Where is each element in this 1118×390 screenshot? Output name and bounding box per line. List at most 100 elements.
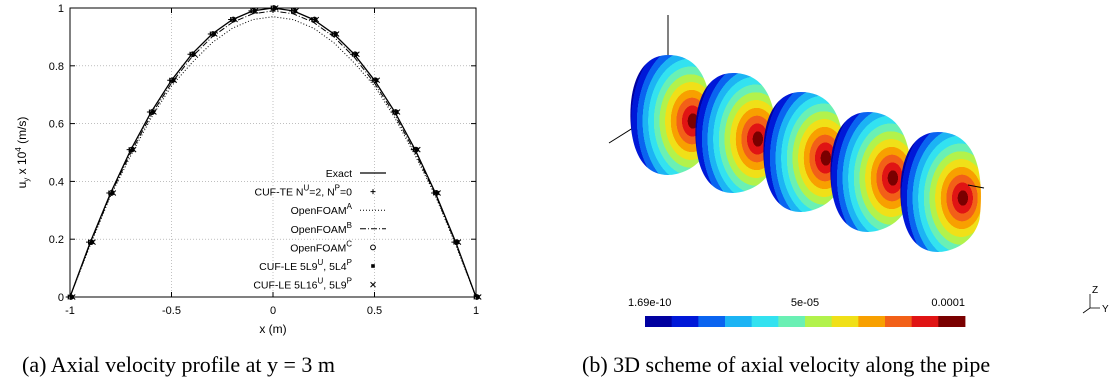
colorbar-segment: [698, 316, 726, 327]
point-cross: [374, 77, 381, 84]
legend-label: OpenFOAMB: [291, 221, 352, 236]
point-square: [476, 295, 480, 299]
y-tick-label: 0: [58, 292, 64, 304]
point-cross: [90, 239, 96, 245]
point-square: [130, 147, 135, 152]
triad-z-label: Z: [1092, 285, 1098, 296]
x-tick-label: -0.5: [162, 305, 181, 317]
legend-label: OpenFOAMC: [290, 239, 352, 254]
y-tick-label: 0.4: [49, 176, 64, 188]
x-tick-label: 0: [270, 305, 276, 317]
y-axis-label-part: 4: [14, 147, 23, 152]
text-part: , 5L4: [323, 261, 347, 273]
legend-sample-plus: [370, 189, 376, 195]
point-cross: [252, 8, 259, 14]
point-square: [212, 32, 216, 36]
series-line-2: [69, 16, 477, 298]
triad-y-label: Y: [1102, 304, 1109, 315]
velocity-section-1: [630, 55, 711, 175]
colorbar-segment: [725, 316, 753, 327]
caption-a: (a) Axial velocity profile at y = 3 m: [22, 352, 335, 377]
legend-label: OpenFOAMA: [291, 202, 353, 217]
colorbar-label: 5e-05: [791, 297, 819, 309]
point-cross: [211, 31, 218, 37]
point-square: [374, 78, 379, 83]
text-part: CUF-TE N: [255, 187, 304, 199]
legend-label: CUF-LE 5L9U, 5L4P: [259, 258, 352, 273]
colorbar-segment: [831, 316, 859, 327]
y-axis-label-group: uy x 104 (m/s): [14, 117, 31, 189]
point-square: [151, 110, 155, 114]
text-part: OpenFOAM: [291, 205, 347, 217]
text-part: P: [335, 184, 340, 193]
text-part: U: [318, 258, 324, 267]
point-square: [90, 240, 94, 244]
point-cross: [354, 51, 360, 58]
text-part: OpenFOAM: [290, 242, 346, 254]
colorbar-segment: [778, 316, 806, 327]
colorbar-segment: [805, 316, 833, 327]
y-axis-label: uy x 104 (m/s): [14, 117, 31, 189]
pipe-velocity-scene: 1.69e-10 5e-05 0.0001 ZY: [608, 15, 1109, 327]
point-square: [455, 240, 460, 244]
velocity-section-4: [830, 112, 911, 232]
velocity-section-2: [695, 73, 776, 193]
point-square: [394, 110, 399, 114]
point-cross: [414, 146, 421, 153]
point-square: [191, 52, 196, 57]
point-cross: [475, 294, 482, 300]
triad-x-axis: [1082, 307, 1091, 314]
point-square: [354, 52, 358, 57]
point-cross: [171, 77, 178, 84]
text-part: CUF-LE 5L16: [253, 280, 317, 292]
x-tick-label: 0.5: [367, 305, 382, 317]
velocity-section-3: [763, 92, 844, 212]
colorbar-segment: [671, 316, 699, 327]
text-part: =2, N: [309, 187, 334, 199]
legend-label: CUF-LE 5L16U, 5L9P: [253, 277, 352, 292]
y-axis-label-part: (m/s): [15, 117, 29, 148]
point-square: [435, 191, 439, 195]
point-cross: [232, 16, 238, 23]
point-square: [333, 32, 338, 36]
point-cross: [313, 16, 320, 23]
text-part: Exact: [326, 168, 352, 180]
colorbar-segment: [858, 316, 886, 327]
legend-label: Exact: [326, 168, 352, 180]
point-cross: [455, 239, 462, 245]
y-tick-label: 0.6: [49, 119, 64, 131]
colorbar-segment: [885, 316, 913, 327]
colorbar-segment: [645, 316, 673, 327]
point-square: [313, 17, 318, 22]
text-part: U: [304, 184, 310, 193]
text-part: , 5L9: [323, 280, 347, 292]
point-square: [171, 78, 176, 83]
colorbar-label: 1.69e-10: [628, 297, 671, 309]
point-cross: [151, 109, 157, 115]
text-part: A: [347, 202, 353, 211]
legend-sample-circle: [370, 244, 376, 251]
velocity-section-5: [900, 132, 981, 252]
text-part: C: [346, 239, 352, 248]
point-square: [252, 9, 257, 13]
colorbar-segment: [938, 316, 966, 327]
point-cross: [191, 51, 198, 58]
x-tick-label: -1: [65, 305, 75, 317]
y-axis-label-part: y: [22, 178, 31, 182]
x-axis-label: x (m): [259, 322, 286, 336]
point-square: [232, 17, 236, 22]
caption-b: (b) 3D scheme of axial velocity along th…: [582, 352, 991, 377]
text-part: =0: [340, 187, 352, 199]
series-line-3: [69, 10, 477, 298]
y-tick-label: 0.8: [49, 61, 64, 73]
colorbar-label: 0.0001: [931, 297, 965, 309]
colorbar-segment: [751, 316, 779, 327]
point-cross: [69, 294, 76, 300]
point-cross: [272, 5, 279, 11]
point-cross: [130, 146, 137, 153]
text-part: OpenFOAM: [291, 224, 347, 236]
y-tick-label: 0.2: [49, 234, 64, 246]
point-cross: [394, 109, 401, 115]
text-part: U: [318, 277, 324, 286]
